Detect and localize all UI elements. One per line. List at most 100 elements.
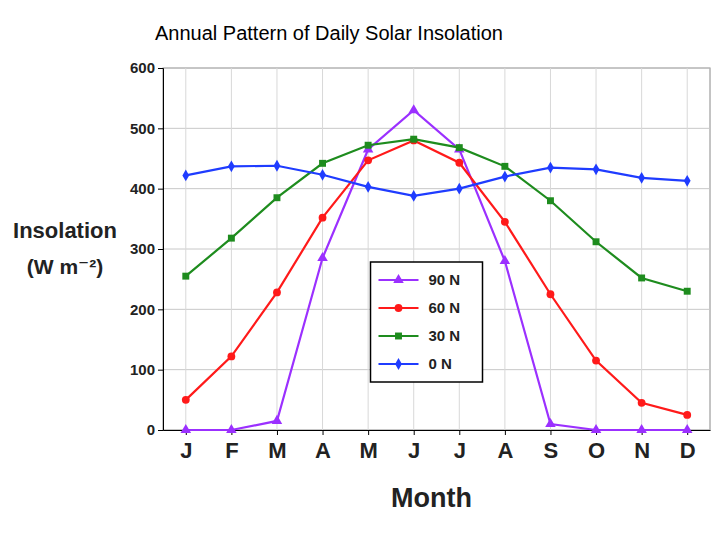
tick-mark — [158, 68, 163, 69]
grid-line — [276, 68, 277, 430]
marker — [410, 136, 417, 143]
tick: 600 — [130, 59, 163, 76]
marker — [638, 399, 646, 407]
marker — [410, 136, 418, 144]
chart: 0100200300400500600JFMAMJJASOND90 N60 N3… — [0, 0, 720, 540]
legend-marker — [395, 304, 403, 312]
legend-entry: 90 N — [379, 271, 461, 288]
tick: 400 — [130, 180, 163, 197]
tick-label: J — [180, 438, 192, 463]
marker — [317, 252, 328, 261]
grid-line — [185, 68, 186, 430]
grid-line — [596, 68, 597, 430]
grid-line — [163, 188, 710, 189]
tick-label: J — [408, 438, 420, 463]
marker — [182, 396, 190, 404]
marker — [455, 159, 463, 167]
tick-mark — [368, 430, 369, 435]
series — [181, 104, 693, 433]
tick-mark — [158, 249, 163, 250]
series — [182, 136, 691, 418]
plot-frame — [163, 68, 710, 430]
tick: M — [359, 430, 377, 463]
series — [182, 160, 690, 202]
marker — [365, 142, 372, 149]
marker — [319, 169, 326, 181]
tick-mark — [550, 430, 551, 435]
y-axis-title: (W m⁻²) — [27, 255, 103, 278]
x-axis: JFMAMJJASOND — [164, 430, 711, 463]
marker — [545, 418, 556, 427]
marker — [181, 424, 192, 433]
tick: J — [454, 430, 466, 463]
grid-line — [504, 68, 505, 430]
grid-line — [368, 68, 369, 430]
tick-label: J — [454, 438, 466, 463]
tick-label: A — [315, 438, 331, 463]
legend-marker — [393, 274, 404, 283]
marker — [228, 160, 235, 172]
tick-label: 200 — [130, 301, 155, 318]
marker — [591, 424, 602, 433]
grid-line — [163, 68, 710, 69]
tick-mark — [277, 430, 278, 435]
marker — [273, 194, 280, 201]
series-line — [186, 140, 687, 415]
tick-label: N — [634, 438, 650, 463]
marker — [182, 170, 189, 182]
series-line — [186, 166, 687, 196]
tick: M — [268, 430, 286, 463]
tick-mark — [158, 370, 163, 371]
series-line — [186, 110, 687, 430]
legend-entry: 0 N — [379, 355, 452, 372]
tick-mark — [323, 430, 324, 435]
legend-box — [371, 262, 483, 382]
marker — [501, 218, 509, 226]
marker — [456, 144, 463, 151]
tick: A — [497, 430, 513, 463]
y-axis-title: Insolation — [13, 218, 117, 243]
marker — [228, 235, 235, 242]
marker — [593, 238, 600, 245]
marker — [365, 181, 372, 193]
tick-label: 300 — [130, 240, 155, 257]
tick-label: M — [268, 438, 286, 463]
marks — [181, 104, 693, 433]
tick-mark — [505, 430, 506, 435]
axis-line — [158, 69, 164, 431]
marker — [638, 274, 645, 281]
marker — [272, 415, 283, 424]
tick-mark — [158, 189, 163, 190]
title: Annual Pattern of Daily Solar Insolation — [155, 22, 503, 44]
tick: 0 — [147, 421, 163, 438]
tick-mark — [414, 430, 415, 435]
marker — [638, 172, 645, 184]
tick-label: A — [497, 438, 513, 463]
marker — [682, 424, 693, 433]
legend-marker — [395, 333, 402, 340]
grid-line — [163, 249, 710, 250]
marker — [410, 190, 417, 202]
legend-marker — [395, 358, 402, 370]
marker — [547, 162, 554, 174]
tick-label: O — [588, 438, 605, 463]
tick: S — [544, 430, 559, 463]
legend-entry: 60 N — [379, 299, 461, 316]
marker — [501, 171, 508, 183]
marker — [547, 290, 555, 298]
y-axis: 0100200300400500600 — [130, 59, 164, 438]
tick: O — [588, 430, 605, 463]
marker — [683, 411, 691, 419]
tick: D — [680, 430, 696, 463]
grid-line — [550, 68, 551, 430]
tick-label: D — [680, 438, 696, 463]
series — [182, 136, 690, 295]
tick: A — [315, 430, 331, 463]
grid-line — [322, 68, 323, 430]
marker — [636, 424, 647, 433]
x-axis-title: Month — [391, 483, 472, 513]
tick-label: 600 — [130, 59, 155, 76]
legend-entry: 30 N — [379, 327, 461, 344]
marker — [274, 160, 281, 172]
tick: 200 — [130, 301, 163, 318]
